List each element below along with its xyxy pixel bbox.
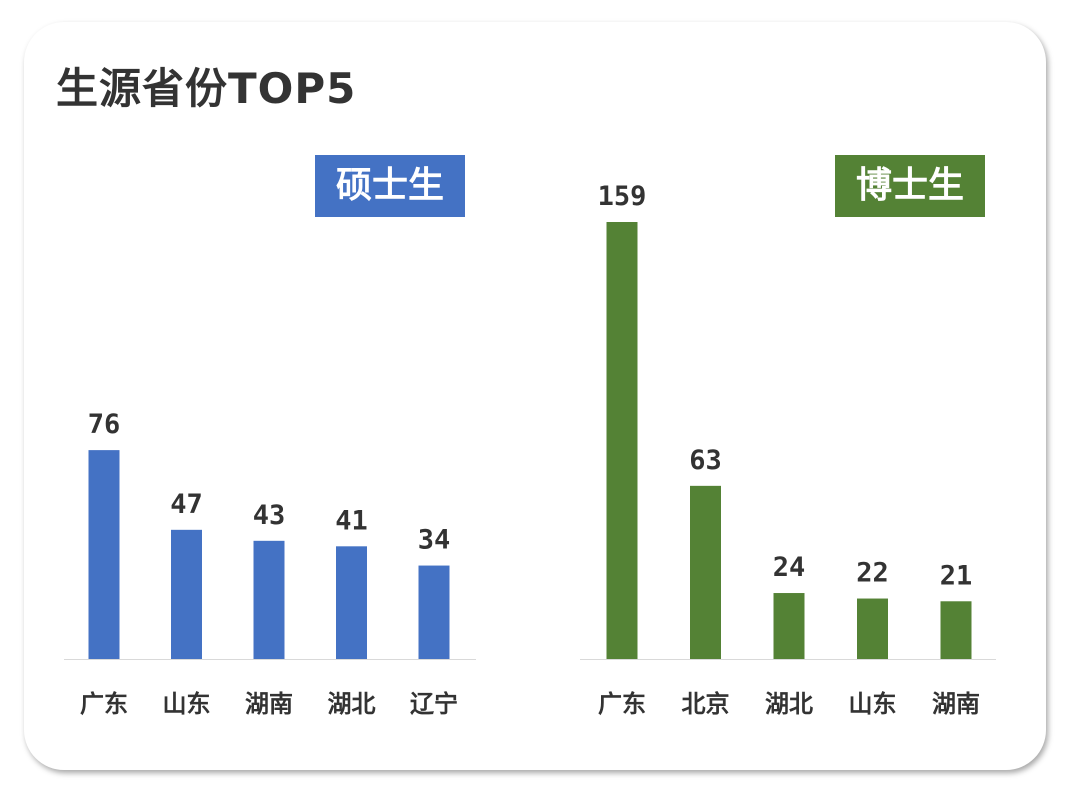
master-category-label: 湖北	[328, 690, 376, 718]
master-value-label: 76	[88, 409, 121, 440]
master-category-label: 山东	[163, 690, 211, 718]
phd-badge: 博士生	[835, 155, 985, 217]
master-value-label: 41	[335, 505, 368, 536]
master-category-label: 辽宁	[410, 690, 458, 718]
phd-category-label: 山东	[849, 690, 897, 718]
phd-bar	[857, 598, 888, 659]
phd-category-label: 湖南	[932, 690, 980, 718]
phd-value-label: 63	[689, 445, 722, 476]
master-value-label: 47	[170, 489, 203, 520]
master-bar	[88, 450, 120, 659]
master-bar	[336, 546, 367, 659]
phd-value-label: 22	[856, 558, 889, 589]
phd-bar	[690, 485, 721, 659]
master-value-label: 43	[253, 500, 286, 531]
master-bar	[418, 565, 450, 659]
phd-value-label: 21	[940, 560, 973, 591]
master-category-label: 湖南	[245, 690, 293, 718]
master-bar	[253, 540, 285, 659]
phd-category-label: 湖北	[765, 690, 813, 718]
master-category-label: 广东	[80, 690, 128, 718]
phd-category-label: 广东	[598, 690, 646, 718]
phd-bar	[940, 601, 972, 659]
master-badge: 硕士生	[315, 155, 465, 217]
master-value-label: 34	[418, 525, 451, 556]
phd-category-label: 北京	[682, 690, 730, 718]
page-title: 生源省份TOP5	[56, 64, 357, 113]
phd-bar	[773, 593, 805, 659]
phd-bar	[606, 222, 638, 659]
phd-value-label: 24	[773, 552, 806, 583]
phd-value-label: 159	[598, 181, 647, 212]
master-bar	[171, 529, 202, 659]
